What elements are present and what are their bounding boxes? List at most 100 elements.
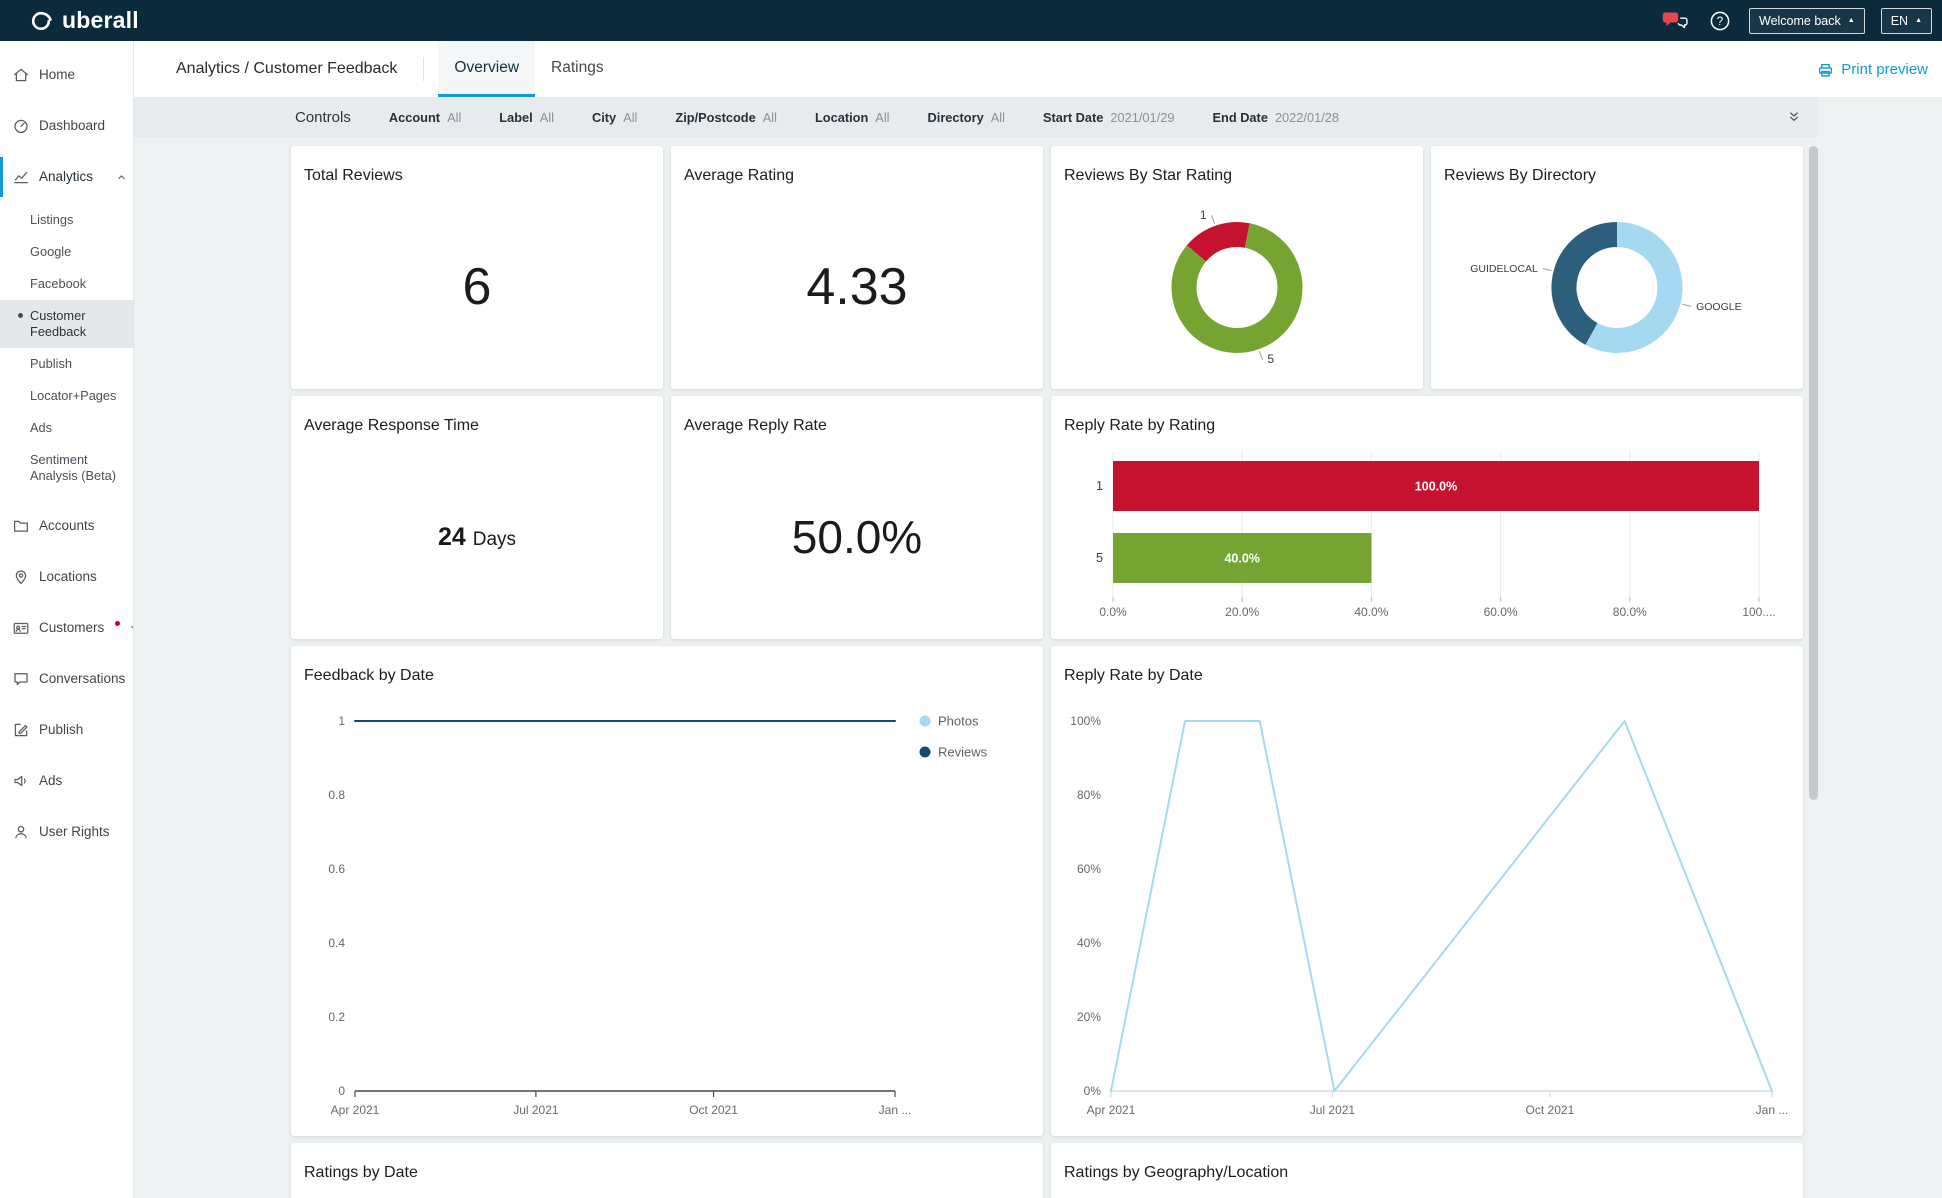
subitem-label: Sentiment Analysis (Beta) <box>30 452 116 483</box>
sidebar-item-label: Dashboard <box>39 118 105 134</box>
card-ratings-by-geography: Ratings by Geography/Location <box>1051 1143 1803 1198</box>
filter-value: 2021/01/29 <box>1110 110 1174 125</box>
reply-rate-by-rating-svg[interactable]: 0.0%20.0%40.0%60.0%80.0%100....1100.0%54… <box>1065 441 1789 633</box>
filter-directory[interactable]: Directory All <box>928 110 1005 125</box>
card-title: Total Reviews <box>304 166 650 185</box>
dashboard-gauge-icon <box>12 117 30 135</box>
filter-zip-postcode[interactable]: Zip/Postcode All <box>675 110 777 125</box>
welcome-back-button[interactable]: Welcome back ▲ <box>1749 8 1865 34</box>
topbar-actions: ? Welcome back ▲ EN ▲ <box>1660 8 1932 34</box>
reviews-by-directory-svg[interactable]: GOOGLEGUIDELOCAL <box>1444 195 1790 380</box>
average-reply-rate-value: 50.0% <box>792 510 922 564</box>
sidebar-item-label: User Rights <box>39 824 110 840</box>
user-icon <box>12 823 30 841</box>
sidebar-item-accounts[interactable]: Accounts <box>0 506 133 546</box>
sidebar-item-dashboard[interactable]: Dashboard <box>0 106 133 146</box>
brand-name: uberall <box>62 9 139 32</box>
reply-rate-by-date-svg[interactable]: 0%20%40%60%80%100%Apr 2021Jul 2021Oct 20… <box>1065 691 1789 1131</box>
sidebar-item-conversations[interactable]: Conversations <box>0 659 133 699</box>
sidebar-subitem-customer-feedback[interactable]: Customer Feedback <box>0 300 133 348</box>
help-button[interactable]: ? <box>1707 8 1733 34</box>
svg-text:0.0%: 0.0% <box>1099 605 1127 619</box>
card-title: Average Rating <box>684 166 1030 185</box>
filter-location[interactable]: Location All <box>815 110 890 125</box>
scrollbar-thumb[interactable] <box>1809 146 1818 800</box>
card-ratings-by-date: Ratings by Date <box>291 1143 1043 1198</box>
caret-up-icon: ▲ <box>1848 17 1855 24</box>
filter-label: Zip/Postcode <box>675 110 755 125</box>
sidebar-item-label: Customers <box>39 620 104 636</box>
average-rating-value: 4.33 <box>806 257 907 317</box>
sidebar-item-customers[interactable]: Customers <box>0 608 133 648</box>
card-average-reply-rate: Average Reply Rate 50.0% <box>671 396 1043 639</box>
subitem-label: Customer Feedback <box>30 308 86 339</box>
expand-controls-button[interactable] <box>1786 109 1802 125</box>
sidebar: Home Dashboard Analytics Listings Google… <box>0 41 134 1198</box>
svg-text:Oct 2021: Oct 2021 <box>689 1103 738 1117</box>
customers-notification-dot <box>115 621 120 626</box>
sidebar-subitem-locator-pages[interactable]: Locator+Pages <box>0 380 133 412</box>
reply-rate-by-rating-chart[interactable]: 0.0%20.0%40.0%60.0%80.0%100....1100.0%54… <box>1051 435 1803 639</box>
filter-account[interactable]: Account All <box>389 110 461 125</box>
filter-label[interactable]: Label All <box>499 110 554 125</box>
subitem-label: Google <box>30 244 71 259</box>
average-response-time-value: 24 <box>438 523 466 552</box>
chat-notification-icon <box>1662 11 1689 31</box>
main-content: Analytics / Customer Feedback Overview R… <box>134 41 1942 1198</box>
uberall-logo[interactable]: uberall <box>28 8 139 34</box>
double-chevron-down-icon <box>1786 109 1802 125</box>
filter-value: 2022/01/28 <box>1275 110 1339 125</box>
feedback-by-date-svg[interactable]: 00.20.40.60.81Apr 2021Jul 2021Oct 2021Ja… <box>305 691 1029 1131</box>
svg-text:60.0%: 60.0% <box>1484 605 1518 619</box>
reply-rate-by-date-chart[interactable]: 0%20%40%60%80%100%Apr 2021Jul 2021Oct 20… <box>1051 685 1803 1136</box>
sidebar-item-label: Publish <box>39 722 83 738</box>
sidebar-item-label: Ads <box>39 773 62 789</box>
card-title: Average Reply Rate <box>684 416 1030 435</box>
card-title: Ratings by Geography/Location <box>1064 1163 1790 1182</box>
analytics-submenu: Listings Google Facebook Customer Feedba… <box>0 204 133 492</box>
language-button[interactable]: EN ▲ <box>1881 8 1932 34</box>
controls-title: Controls <box>295 109 351 126</box>
tab-ratings[interactable]: Ratings <box>535 41 620 97</box>
svg-text:20.0%: 20.0% <box>1225 605 1259 619</box>
sidebar-subitem-sentiment-analysis[interactable]: Sentiment Analysis (Beta) <box>0 444 133 492</box>
filter-end-date[interactable]: End Date 2022/01/28 <box>1212 110 1339 125</box>
scrollbar[interactable] <box>1809 137 1818 1198</box>
sidebar-item-user-rights[interactable]: User Rights <box>0 812 133 852</box>
svg-text:Photos: Photos <box>938 713 979 728</box>
pencil-square-icon <box>12 721 30 739</box>
notifications-button[interactable] <box>1660 9 1691 33</box>
feedback-by-date-chart[interactable]: 00.20.40.60.81Apr 2021Jul 2021Oct 2021Ja… <box>291 685 1043 1136</box>
sidebar-subitem-listings[interactable]: Listings <box>0 204 133 236</box>
sidebar-item-locations[interactable]: Locations <box>0 557 133 597</box>
svg-text:5: 5 <box>1096 551 1103 565</box>
card-title: Feedback by Date <box>304 666 1030 685</box>
sidebar-item-publish[interactable]: Publish <box>0 710 133 750</box>
page-header: Analytics / Customer Feedback Overview R… <box>134 41 1942 97</box>
svg-text:20%: 20% <box>1077 1010 1101 1024</box>
sidebar-subitem-facebook[interactable]: Facebook <box>0 268 133 300</box>
sidebar-item-label: Locations <box>39 569 97 585</box>
filter-city[interactable]: City All <box>592 110 637 125</box>
filter-label: End Date <box>1212 110 1267 125</box>
svg-text:0: 0 <box>338 1084 345 1098</box>
tab-overview[interactable]: Overview <box>438 41 535 97</box>
reviews-by-directory-chart[interactable]: GOOGLEGUIDELOCAL <box>1431 185 1803 389</box>
sidebar-subitem-publish[interactable]: Publish <box>0 348 133 380</box>
sidebar-item-home[interactable]: Home <box>0 55 133 95</box>
card-reviews-by-directory: Reviews By Directory GOOGLEGUIDELOCAL <box>1431 146 1803 389</box>
topbar: uberall ? Welcome back ▲ EN ▲ <box>0 0 1942 41</box>
filter-start-date[interactable]: Start Date 2021/01/29 <box>1043 110 1175 125</box>
filter-value: All <box>991 110 1005 125</box>
filter-label: Start Date <box>1043 110 1103 125</box>
printer-icon <box>1817 61 1834 78</box>
filter-label: Label <box>499 110 532 125</box>
reviews-by-star-rating-svg[interactable]: 15 <box>1064 195 1410 380</box>
sidebar-item-analytics[interactable]: Analytics <box>0 157 133 197</box>
reviews-by-star-rating-chart[interactable]: 15 <box>1051 185 1423 389</box>
sidebar-subitem-google[interactable]: Google <box>0 236 133 268</box>
svg-text:40%: 40% <box>1077 936 1101 950</box>
sidebar-subitem-ads[interactable]: Ads <box>0 412 133 444</box>
sidebar-item-ads[interactable]: Ads <box>0 761 133 801</box>
print-preview-button[interactable]: Print preview <box>1817 61 1928 78</box>
